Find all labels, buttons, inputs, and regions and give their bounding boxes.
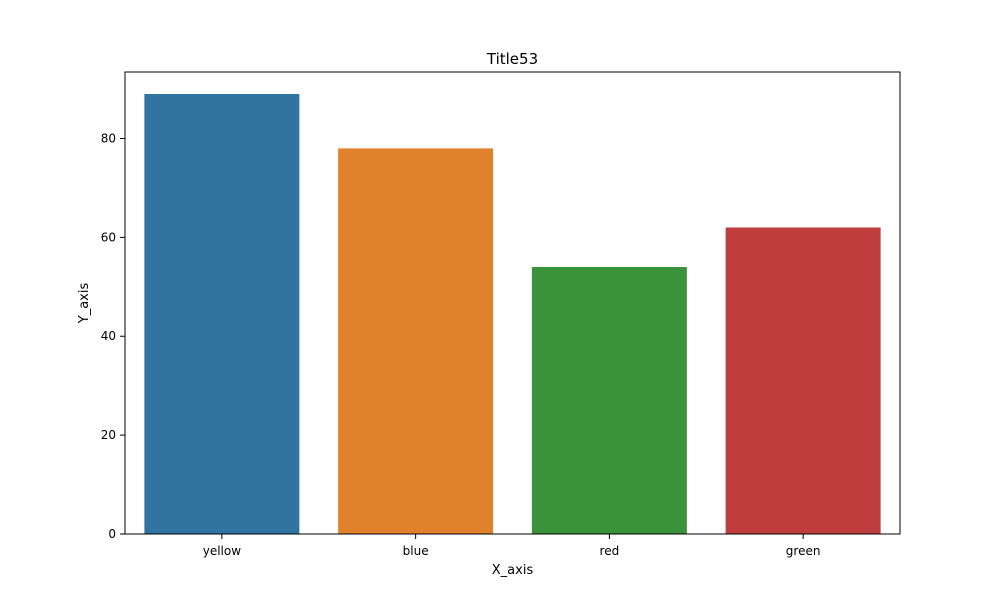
- x-tick-label: yellow: [203, 544, 241, 558]
- x-axis-ticks: yellow blue red green: [203, 534, 821, 558]
- y-tick-label: 60: [101, 230, 116, 244]
- y-tick-label: 20: [101, 428, 116, 442]
- y-tick-label: 0: [108, 527, 116, 541]
- y-tick-label: 80: [101, 131, 116, 145]
- plot-frame: [124, 71, 901, 535]
- x-axis-label: X_axis: [492, 563, 534, 578]
- bar-blue: [338, 148, 494, 534]
- bar-green: [725, 227, 881, 534]
- bar-yellow: [144, 94, 300, 534]
- y-axis-ticks: 0 20 40 60 80: [101, 131, 125, 541]
- y-axis-label: Y_axis: [77, 283, 92, 325]
- y-tick-label: 40: [101, 329, 116, 343]
- x-tick-label: green: [786, 544, 821, 558]
- bar-red: [531, 267, 687, 534]
- x-tick-label: blue: [403, 544, 429, 558]
- bars-group: [144, 94, 881, 534]
- x-tick-label: red: [600, 544, 620, 558]
- chart-title: Title53: [486, 50, 538, 68]
